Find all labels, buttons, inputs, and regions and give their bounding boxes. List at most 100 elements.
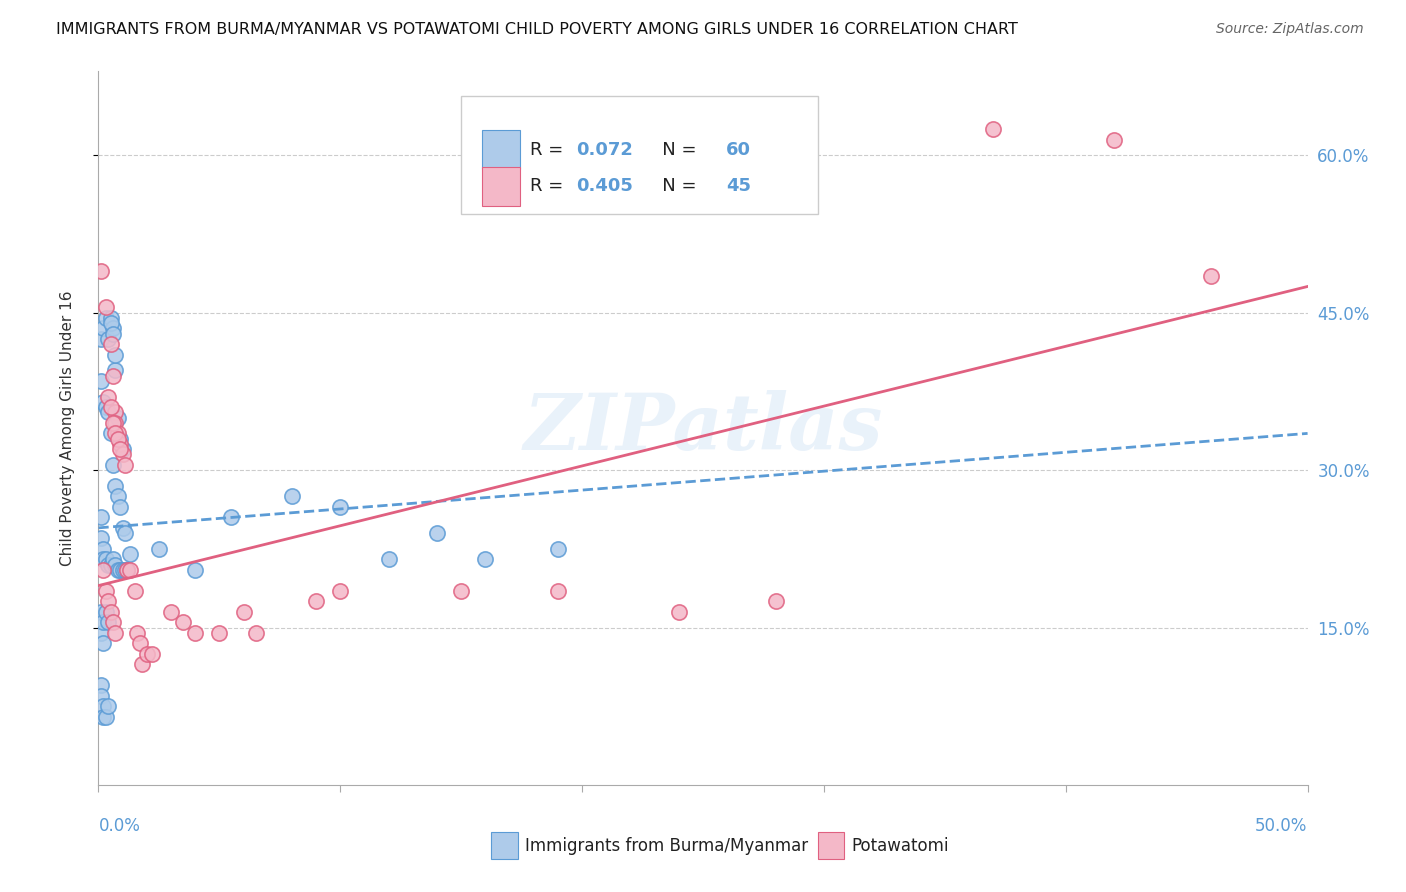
Point <box>90 689 112 703</box>
Point <box>101 321 124 335</box>
Point <box>104 558 127 572</box>
Point <box>117 563 139 577</box>
Point <box>114 563 136 577</box>
Text: 0.072: 0.072 <box>576 141 633 159</box>
Text: Immigrants from Burma/Myanmar: Immigrants from Burma/Myanmar <box>526 837 808 855</box>
Point <box>104 348 127 362</box>
Point <box>108 563 131 577</box>
Point <box>91 541 114 556</box>
Point <box>91 321 114 335</box>
Point <box>94 301 117 315</box>
Text: R =: R = <box>530 141 569 159</box>
Point <box>90 374 112 388</box>
Point <box>118 547 141 561</box>
Point <box>111 521 134 535</box>
Point <box>91 395 114 409</box>
Point <box>148 541 170 556</box>
Point <box>94 400 117 414</box>
Point <box>124 583 146 598</box>
Text: 0.405: 0.405 <box>576 178 633 195</box>
Point <box>108 432 131 446</box>
Point <box>101 416 124 430</box>
Point <box>160 605 183 619</box>
Point <box>100 558 122 572</box>
Point <box>232 605 254 619</box>
Point <box>91 636 114 650</box>
Point <box>547 541 569 556</box>
FancyBboxPatch shape <box>461 96 818 214</box>
Point <box>111 563 134 577</box>
Point <box>104 416 127 430</box>
Point <box>221 510 243 524</box>
Point <box>104 363 127 377</box>
Point <box>90 532 112 546</box>
Point <box>474 552 496 566</box>
Text: 0.0%: 0.0% <box>98 817 141 835</box>
Point <box>94 552 117 566</box>
Point <box>104 405 127 419</box>
Point <box>1102 132 1125 146</box>
Text: IMMIGRANTS FROM BURMA/MYANMAR VS POTAWATOMI CHILD POVERTY AMONG GIRLS UNDER 16 C: IMMIGRANTS FROM BURMA/MYANMAR VS POTAWAT… <box>56 22 1018 37</box>
Point <box>94 605 117 619</box>
Point <box>94 710 117 724</box>
Point <box>981 122 1004 136</box>
Point <box>91 710 114 724</box>
Text: Potawatomi: Potawatomi <box>852 837 949 855</box>
Point <box>97 405 120 419</box>
Point <box>100 316 122 330</box>
Point <box>117 563 139 577</box>
Point <box>114 526 136 541</box>
Text: R =: R = <box>530 178 569 195</box>
Point <box>97 594 120 608</box>
Text: N =: N = <box>645 178 702 195</box>
Text: ZIPatlas: ZIPatlas <box>523 390 883 467</box>
FancyBboxPatch shape <box>482 130 520 169</box>
Point <box>94 310 117 325</box>
Text: 60: 60 <box>725 141 751 159</box>
Point <box>100 605 122 619</box>
Point <box>765 594 787 608</box>
Point <box>118 563 141 577</box>
Point <box>108 500 131 514</box>
Point <box>426 526 449 541</box>
Point <box>329 500 352 514</box>
Point <box>91 563 114 577</box>
Point <box>107 563 129 577</box>
Point <box>100 310 122 325</box>
Point <box>101 368 124 383</box>
Point <box>91 615 114 630</box>
Point <box>329 583 352 598</box>
Point <box>377 552 399 566</box>
Point <box>184 625 207 640</box>
Point <box>90 625 112 640</box>
Point <box>172 615 194 630</box>
Point <box>90 510 112 524</box>
Point <box>547 583 569 598</box>
Point <box>1199 268 1222 283</box>
Text: Source: ZipAtlas.com: Source: ZipAtlas.com <box>1216 22 1364 37</box>
Point <box>97 615 120 630</box>
Text: N =: N = <box>645 141 702 159</box>
Point <box>450 583 472 598</box>
Text: 45: 45 <box>725 178 751 195</box>
Point <box>97 699 120 714</box>
Point <box>108 442 131 457</box>
Point <box>668 605 690 619</box>
Point <box>90 678 112 692</box>
Point <box>107 426 129 441</box>
Point <box>101 615 124 630</box>
Point <box>127 625 149 640</box>
Point <box>107 432 129 446</box>
Point <box>114 458 136 472</box>
FancyBboxPatch shape <box>818 832 845 859</box>
Point <box>111 442 134 457</box>
Point <box>90 264 112 278</box>
Point <box>128 636 150 650</box>
Point <box>104 625 127 640</box>
Point <box>100 400 122 414</box>
FancyBboxPatch shape <box>482 167 520 206</box>
Point <box>101 552 124 566</box>
FancyBboxPatch shape <box>492 832 517 859</box>
Y-axis label: Child Poverty Among Girls Under 16: Child Poverty Among Girls Under 16 <box>60 291 75 566</box>
Point <box>107 410 129 425</box>
